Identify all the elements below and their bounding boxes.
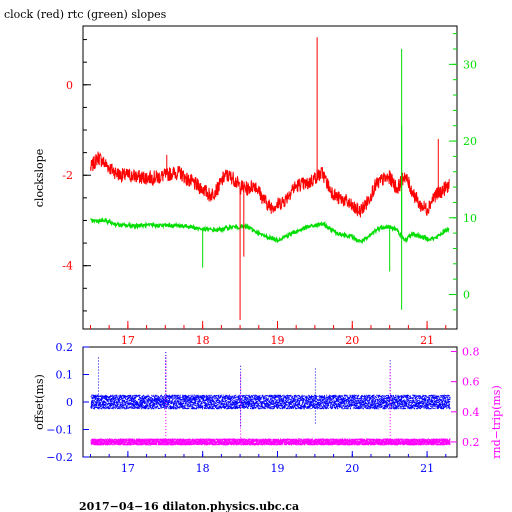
top-x-tick-label-20: 20 <box>345 334 359 347</box>
bottom-x-tick-label-21: 21 <box>420 462 434 475</box>
top-y-tick-label--2: -2 <box>62 169 73 182</box>
series-rtc-line <box>90 216 450 245</box>
top-y2-tick-label-10: 10 <box>463 212 477 225</box>
bottom-y2-axis-label: rnd−trip(ms) <box>490 385 503 459</box>
bottom-x-tick-label-20: 20 <box>345 462 359 475</box>
bottom-x-tick-label-19: 19 <box>270 462 284 475</box>
top-x-tick-label-17: 17 <box>121 334 135 347</box>
bottom-y2-tick-label-0.4: 0.4 <box>462 406 480 419</box>
top-y-tick-label--4: -4 <box>62 260 73 273</box>
bottom-plot-data <box>90 352 451 446</box>
top-panel: 17 18 19 20 21 0 -2 -4 0 10 20 30 clockslope <box>33 25 477 347</box>
footer-text: 2017−04−16 dilaton.physics.ubc.ca <box>79 500 299 512</box>
bottom-y2-tick-label-0.6: 0.6 <box>462 376 480 389</box>
top-y-tick-label-0: 0 <box>66 79 73 92</box>
top-x-tick-label-21: 21 <box>420 334 434 347</box>
top-y2-tick-label-0: 0 <box>463 288 470 301</box>
outlier-rnd-trip-9 <box>389 366 391 443</box>
chart-title: clock (red) rtc (green) slopes <box>4 8 167 21</box>
top-x-tick-label-18: 18 <box>196 334 210 347</box>
bottom-y-tick-label-0: 0 <box>66 396 73 409</box>
outlier-rnd-trip-8 <box>240 373 242 441</box>
outlier-rnd-trip-7 <box>165 357 167 442</box>
top-plot-frame <box>82 25 458 330</box>
bottom-y2-tick-label-0.2: 0.2 <box>462 436 480 449</box>
outlier-offset-3 <box>314 368 316 403</box>
top-y-axis-label: clockslope <box>33 149 46 207</box>
top-plot-data <box>90 37 450 320</box>
outlier-offset-1 <box>165 352 167 401</box>
bottom-y2-tick-label-0.8: 0.8 <box>462 346 480 359</box>
bottom-x-tick-label-17: 17 <box>121 462 135 475</box>
bottom-y-tick-label--0.2: −0.2 <box>46 451 73 464</box>
bottom-y-tick-label-0.2: 0.2 <box>56 341 74 354</box>
bottom-y-axis-label: offset(ms) <box>33 374 46 430</box>
bottom-y-tick-label-0.1: 0.1 <box>56 369 74 382</box>
outlier-offset-2 <box>240 365 242 400</box>
top-plot-axes: 17 18 19 20 21 0 -2 -4 0 10 20 30 <box>62 33 477 347</box>
outlier-offset-5 <box>240 401 242 427</box>
outlier-offset-6 <box>314 401 316 424</box>
bottom-x-tick-label-18: 18 <box>196 462 210 475</box>
outlier-offset-0 <box>98 357 99 401</box>
series-clock-line <box>90 151 450 218</box>
bottom-panel: 17 18 19 20 21 0.2 0.1 0 −0.1 −0.2 0.8 0.6 0.4 0.2 of… <box>33 341 503 475</box>
top-x-tick-label-19: 19 <box>270 334 284 347</box>
series-rnd-trip-points <box>90 438 451 446</box>
bottom-plot-axes: 17 18 19 20 21 0.2 0.1 0 −0.1 −0.2 0.8 0.6 0.4 0.2 <box>46 341 479 475</box>
bottom-y-tick-label--0.1: −0.1 <box>46 424 73 437</box>
top-y2-tick-label-20: 20 <box>463 135 477 148</box>
series-offset-points <box>90 394 451 410</box>
top-y2-tick-label-30: 30 <box>463 58 477 71</box>
